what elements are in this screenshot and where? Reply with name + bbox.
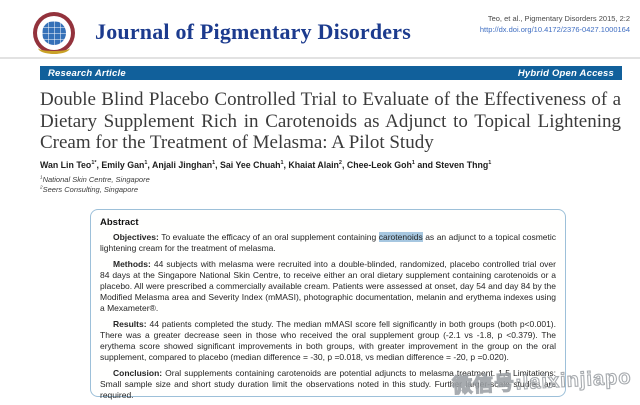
author-affiliation-sup: 1 (212, 160, 216, 167)
author-name: Wan Lin Teo (40, 160, 92, 170)
article-type-label: Research Article (48, 67, 126, 79)
doi-link[interactable]: http://dx.doi.org/10.4172/2376-0427.1000… (479, 24, 630, 34)
abstract-box: Abstract Objectives: To evaluate the eff… (90, 209, 566, 400)
author-affiliation-sup: 2 (338, 160, 342, 167)
author-name: Steven Thng (435, 160, 489, 170)
author-name: Sai Yee Chuah (220, 160, 281, 170)
affiliation-line: 2Seers Consulting, Singapore (40, 184, 139, 194)
publisher-logo-icon (33, 12, 75, 54)
abstract-paragraph: Methods: 44 subjects with melasma were r… (100, 259, 556, 313)
abstract-section-label: Results: (113, 319, 147, 330)
abstract-paragraph: Conclusion: Oral supplements containing … (100, 368, 556, 401)
author-name: Emily Gan (101, 160, 145, 170)
author-affiliation-sup: 1* (91, 160, 97, 167)
abstract-paragraph: Objectives: To evaluate the efficacy of … (100, 232, 557, 253)
author-name: Anjali Jinghan (151, 160, 213, 170)
citation-block: Teo, et al., Pigmentary Disorders 2015, … (480, 14, 630, 35)
affiliation-line: 1National Skin Centre, Singapore (40, 174, 150, 184)
abstract-section-label: Conclusion: (113, 368, 163, 379)
article-title: Double Blind Placebo Controlled Trial to… (40, 89, 621, 153)
logo-laurel-icon (38, 42, 70, 54)
highlighted-term: carotenoids (378, 232, 423, 242)
abstract-paragraph: Results: 44 patients completed the study… (100, 319, 556, 363)
author-name: Khaiat Alain (288, 160, 339, 170)
abstract-section-label: Objectives: (113, 232, 159, 242)
journal-title: Journal of Pigmentary Disorders (95, 19, 411, 44)
author-affiliation-sup: 1 (411, 160, 415, 167)
author-affiliation-sup: 1 (280, 160, 284, 167)
logo-globe-icon (42, 21, 66, 45)
author-affiliation-sup: 1 (488, 160, 492, 167)
header-divider (0, 57, 640, 59)
article-type-banner: Research Article Hybrid Open Access (40, 66, 622, 80)
open-access-label: Hybrid Open Access (517, 67, 614, 79)
abstract-body: Objectives: To evaluate the efficacy of … (100, 232, 556, 401)
affiliations-list: 1National Skin Centre, Singapore 2Seers C… (40, 175, 620, 194)
authors-line: Wan Lin Teo1*, Emily Gan1, Anjali Jingha… (40, 160, 492, 170)
abstract-section-label: Methods: (113, 259, 151, 270)
abstract-heading: Abstract (100, 217, 139, 228)
author-name: Chee-Leok Goh (346, 160, 412, 170)
author-affiliation-sup: 1 (144, 160, 148, 167)
citation-text: Teo, et al., Pigmentary Disorders 2015, … (487, 14, 630, 23)
